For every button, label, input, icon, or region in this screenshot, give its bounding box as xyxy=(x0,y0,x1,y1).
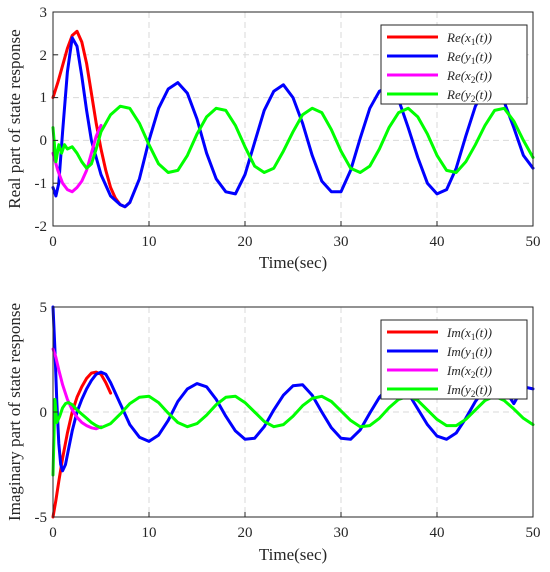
x-tick-label: 10 xyxy=(142,525,157,541)
x-tick-label: 40 xyxy=(430,525,445,541)
x-tick-label: 20 xyxy=(238,234,253,250)
y-tick-label: 1 xyxy=(40,90,48,106)
y-axis-label: Real part of state response xyxy=(5,29,24,208)
series-line-re-y2-t xyxy=(51,104,535,174)
x-tick-label: 10 xyxy=(142,234,157,250)
chart-real-part: -2 -1 0 1 2 3 0 10 20 30 40 50 Time(sec)… xyxy=(5,5,541,272)
x-tick-label: 50 xyxy=(526,525,541,541)
x-tick-label: 20 xyxy=(238,525,253,541)
chart-imaginary-part: -5 0 5 0 10 20 30 40 50 Time(sec) Imagin… xyxy=(5,300,541,564)
y-tick-label: 0 xyxy=(40,405,48,421)
x-tick-label: 40 xyxy=(430,234,445,250)
legend: Im(x1(t)) Im(y1(t)) Im(x2(t)) Im(y2(t)) xyxy=(380,319,528,400)
legend: Re(x1(t)) Re(y1(t)) Re(x2(t)) Re(y2(t)) xyxy=(380,24,528,105)
series-line-re-x2-t xyxy=(51,123,103,194)
x-tick-label: 0 xyxy=(49,525,57,541)
legend-label: Re(y1(t)) xyxy=(446,49,492,66)
legend-label: Im(y2(t)) xyxy=(446,382,492,399)
x-tick-label: 50 xyxy=(526,234,541,250)
legend-label: Im(x2(t)) xyxy=(446,363,492,380)
y-tick-label: 3 xyxy=(40,5,48,21)
x-axis-label: Time(sec) xyxy=(259,253,327,272)
y-axis-label: Imaginary part of state response xyxy=(5,303,24,521)
legend-label: Re(y2(t)) xyxy=(446,87,492,104)
y-tick-label: -5 xyxy=(35,510,48,526)
y-tick-label: 5 xyxy=(40,300,48,316)
legend-label: Im(x1(t)) xyxy=(446,325,492,342)
legend-label: Im(y1(t)) xyxy=(446,344,492,361)
y-tick-label: 2 xyxy=(40,48,48,64)
y-tick-label: -1 xyxy=(35,176,48,192)
x-tick-label: 30 xyxy=(334,525,349,541)
legend-label: Re(x1(t)) xyxy=(446,30,492,47)
series-line-im-y2-t xyxy=(51,394,535,477)
x-tick-label: 30 xyxy=(334,234,349,250)
x-tick-label: 0 xyxy=(49,234,57,250)
series-line-im-x2-t xyxy=(51,347,103,431)
x-axis-label: Time(sec) xyxy=(259,545,327,564)
legend-label: Re(x2(t)) xyxy=(446,68,492,85)
y-tick-label: -2 xyxy=(35,219,48,235)
series-line-im-y1-t xyxy=(51,305,535,473)
y-tick-label: 0 xyxy=(40,133,48,149)
